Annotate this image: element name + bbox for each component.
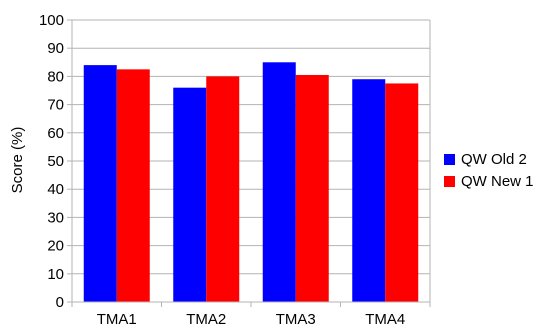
legend-swatch: [444, 153, 455, 165]
bar-qw-new-1-tma1: [116, 69, 150, 302]
y-tick-label: 70: [47, 97, 64, 114]
legend-item: QW New 1: [444, 170, 534, 192]
legend-item: QW Old 2: [444, 148, 534, 170]
x-tick-labels: TMA1 TMA2 TMA3 TMA4: [97, 311, 406, 328]
y-tick-label: 10: [47, 266, 64, 283]
x-tick-label: TMA3: [276, 311, 316, 328]
y-tick-label: 80: [47, 68, 64, 85]
legend: QW Old 2 QW New 1: [444, 148, 534, 192]
y-tick-label: 50: [47, 153, 64, 170]
y-tick-label: 0: [56, 294, 64, 311]
bars: [83, 62, 419, 303]
y-tick-label: 60: [47, 125, 64, 142]
bar-qw-old-2-tma1: [83, 65, 117, 303]
y-tick-label: 90: [47, 40, 64, 57]
legend-label: QW Old 2: [461, 150, 527, 168]
y-tick-label: 20: [47, 238, 64, 255]
legend-swatch: [444, 175, 455, 187]
y-tick-labels: 0 10 20 30 40 50 60 70 80 90 100: [39, 12, 64, 311]
bar-qw-new-1-tma4: [385, 83, 419, 302]
bar-qw-old-2-tma4: [352, 79, 386, 302]
x-tick-label: TMA2: [186, 311, 226, 328]
bar-qw-new-1-tma2: [206, 76, 240, 303]
axes: [67, 19, 431, 307]
y-tick-label: 30: [47, 209, 64, 226]
x-tick-label: TMA4: [365, 311, 405, 328]
bar-qw-old-2-tma3: [262, 62, 296, 302]
bar-qw-old-2-tma2: [173, 87, 207, 303]
x-tick-label: TMA1: [97, 311, 137, 328]
legend-label: QW New 1: [461, 172, 534, 190]
y-tick-label: 40: [47, 181, 64, 198]
bar-qw-new-1-tma3: [295, 74, 329, 303]
y-tick-label: 100: [39, 12, 64, 29]
y-axis-title: Score (%): [9, 127, 26, 194]
